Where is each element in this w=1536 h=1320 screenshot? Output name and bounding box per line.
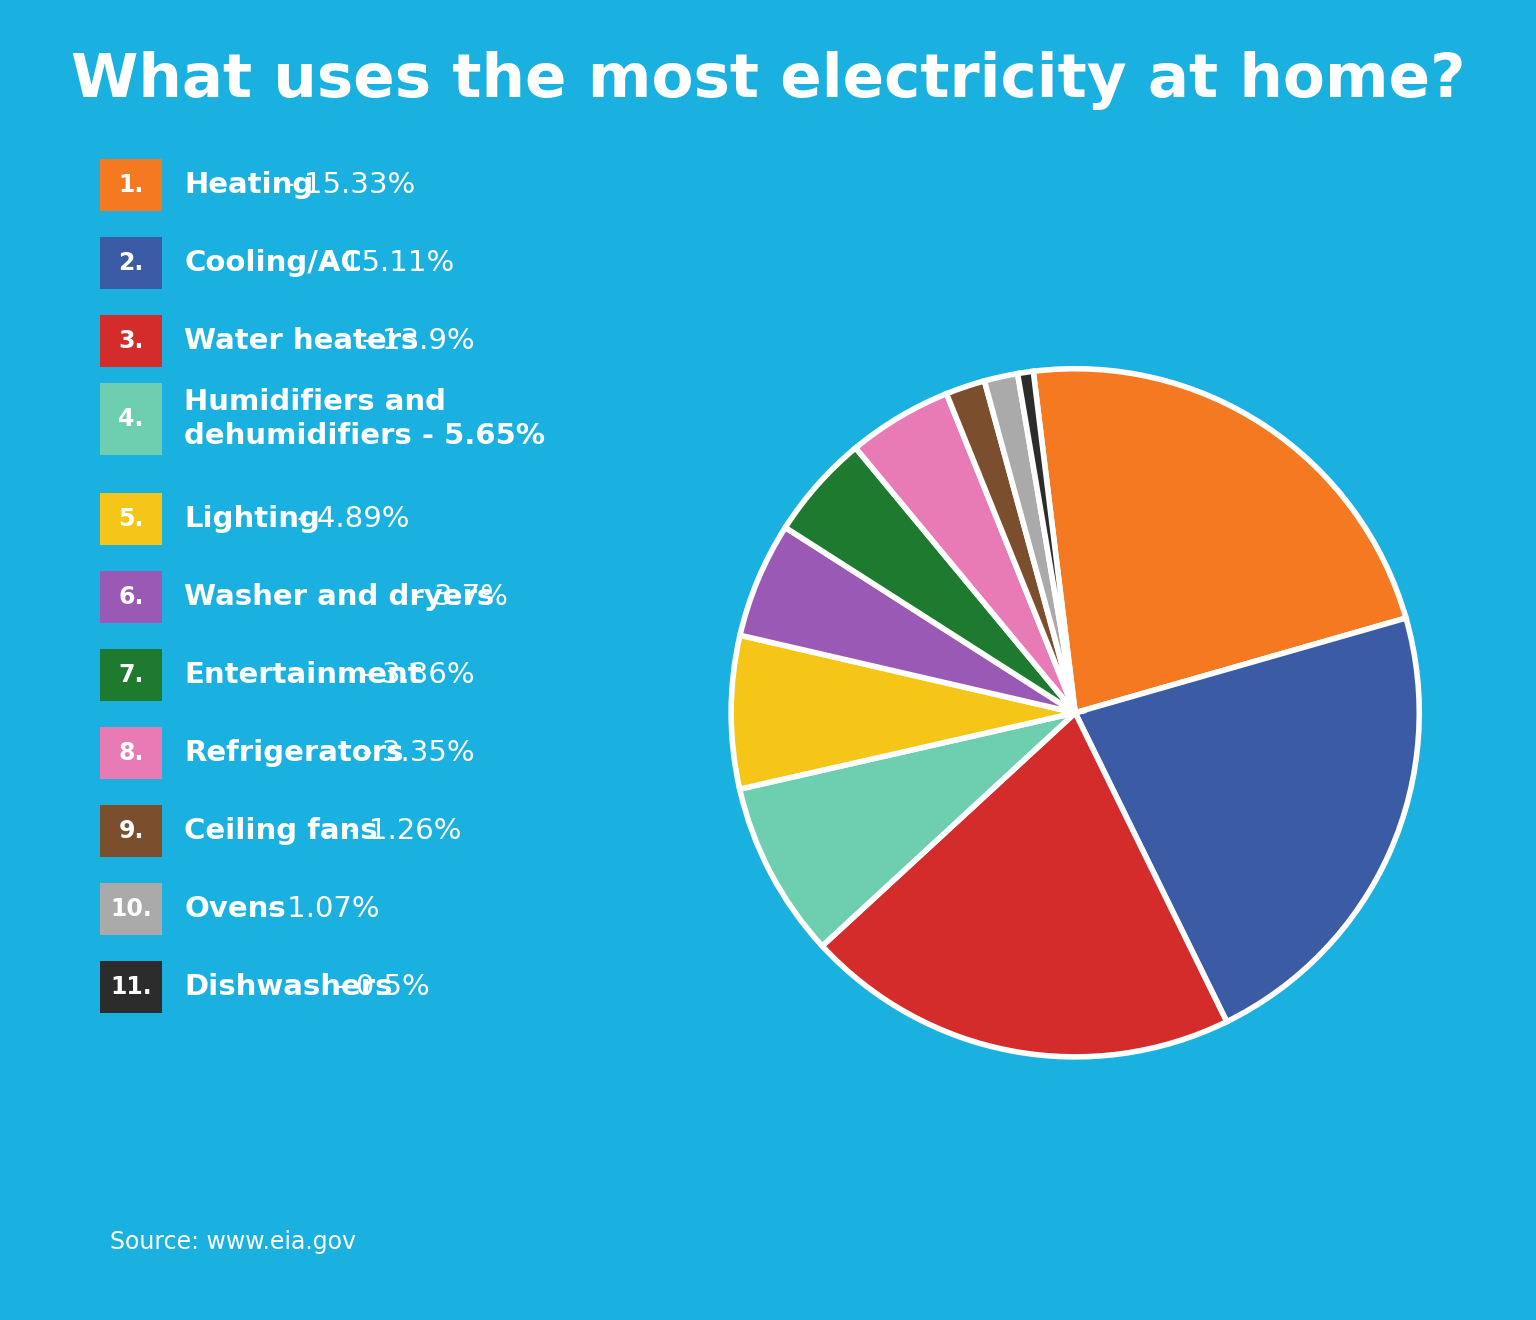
Text: dehumidifiers - 5.65%: dehumidifiers - 5.65% bbox=[184, 422, 545, 450]
Text: 1.: 1. bbox=[118, 173, 144, 197]
Text: 6.: 6. bbox=[118, 585, 144, 609]
Text: 4.: 4. bbox=[118, 407, 144, 432]
Text: Humidifiers and: Humidifiers and bbox=[184, 388, 445, 416]
FancyBboxPatch shape bbox=[100, 883, 161, 935]
Wedge shape bbox=[822, 713, 1227, 1057]
Text: - 4.89%: - 4.89% bbox=[289, 506, 410, 533]
Text: Source: www.eia.gov: Source: www.eia.gov bbox=[111, 1230, 356, 1254]
Wedge shape bbox=[740, 528, 1075, 713]
Text: 10.: 10. bbox=[111, 898, 152, 921]
Text: - 1.26%: - 1.26% bbox=[341, 817, 462, 845]
Wedge shape bbox=[1034, 368, 1405, 713]
Wedge shape bbox=[985, 374, 1075, 713]
Wedge shape bbox=[946, 381, 1075, 713]
Text: 2.: 2. bbox=[118, 251, 144, 275]
Text: 5.: 5. bbox=[118, 507, 144, 531]
FancyBboxPatch shape bbox=[100, 383, 161, 455]
Text: 11.: 11. bbox=[111, 975, 152, 999]
FancyBboxPatch shape bbox=[100, 158, 161, 211]
Text: - 3.36%: - 3.36% bbox=[353, 661, 475, 689]
Text: - 3.7%: - 3.7% bbox=[406, 583, 508, 611]
Text: Dishwashers: Dishwashers bbox=[184, 973, 393, 1001]
Text: Ovens: Ovens bbox=[184, 895, 286, 923]
Wedge shape bbox=[1075, 618, 1419, 1022]
Text: Cooling/AC: Cooling/AC bbox=[184, 249, 362, 277]
FancyBboxPatch shape bbox=[100, 238, 161, 289]
Text: 3.: 3. bbox=[118, 329, 144, 352]
FancyBboxPatch shape bbox=[100, 492, 161, 545]
Text: - 1.07%: - 1.07% bbox=[249, 895, 379, 923]
Text: 9.: 9. bbox=[118, 818, 144, 843]
Text: Ceiling fans: Ceiling fans bbox=[184, 817, 378, 845]
FancyBboxPatch shape bbox=[100, 727, 161, 779]
Text: - 3.35%: - 3.35% bbox=[353, 739, 475, 767]
Text: Washer and dryers: Washer and dryers bbox=[184, 583, 495, 611]
Text: 8.: 8. bbox=[118, 741, 144, 766]
Text: Entertainment: Entertainment bbox=[184, 661, 421, 689]
Text: - 15.33%: - 15.33% bbox=[275, 172, 415, 199]
Wedge shape bbox=[1017, 371, 1075, 713]
Text: - 0.5%: - 0.5% bbox=[327, 973, 430, 1001]
Wedge shape bbox=[740, 713, 1075, 946]
Wedge shape bbox=[856, 393, 1075, 713]
Text: Heating: Heating bbox=[184, 172, 313, 199]
Text: Lighting: Lighting bbox=[184, 506, 319, 533]
FancyBboxPatch shape bbox=[100, 805, 161, 857]
Wedge shape bbox=[731, 635, 1075, 789]
Text: Refrigerators: Refrigerators bbox=[184, 739, 404, 767]
Text: Water heaters: Water heaters bbox=[184, 327, 418, 355]
FancyBboxPatch shape bbox=[100, 315, 161, 367]
Text: - 15.11%: - 15.11% bbox=[315, 249, 455, 277]
Wedge shape bbox=[785, 447, 1075, 713]
Text: - 13.9%: - 13.9% bbox=[353, 327, 475, 355]
FancyBboxPatch shape bbox=[100, 649, 161, 701]
FancyBboxPatch shape bbox=[100, 572, 161, 623]
FancyBboxPatch shape bbox=[100, 961, 161, 1012]
Text: What uses the most electricity at home?: What uses the most electricity at home? bbox=[71, 50, 1465, 110]
Text: 7.: 7. bbox=[118, 663, 144, 686]
